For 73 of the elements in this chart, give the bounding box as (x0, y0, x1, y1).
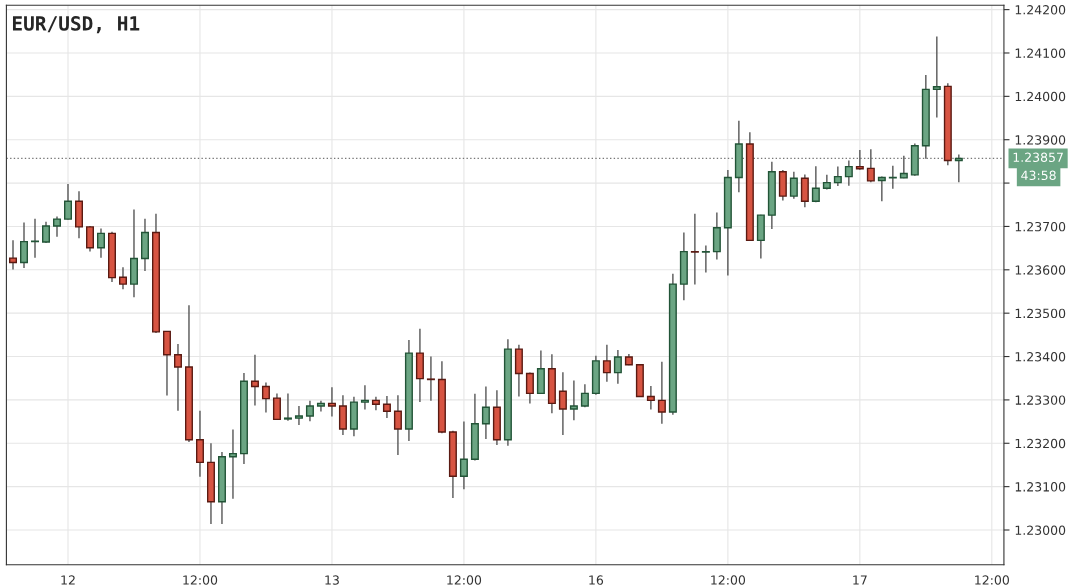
text: 43:58 (1021, 170, 1056, 181)
candlestick (646, 385, 655, 411)
candlestick (250, 354, 259, 407)
candlestick (657, 361, 666, 425)
candlestick (261, 381, 270, 414)
candlestick (53, 215, 61, 238)
y-tick-label: 1.23400 (1015, 352, 1066, 362)
candlestick (305, 400, 314, 422)
y-tick-label: 1.23700 (1015, 221, 1066, 232)
y-tick-label: 1.23600 (1015, 265, 1066, 275)
candlestick (481, 385, 490, 440)
candlestick (459, 420, 468, 490)
candlestick (844, 159, 853, 187)
y-tick-label: 1.24200 (1015, 5, 1066, 15)
chart-title: EUR/USD, H1 (12, 16, 140, 34)
candlestick (899, 155, 908, 180)
candlestick (195, 410, 204, 478)
y-tick-label: 1.23000 (1015, 525, 1066, 535)
candlestick (602, 344, 611, 383)
candlestick (20, 221, 28, 269)
candlestick (855, 149, 864, 171)
candlestick (42, 220, 50, 244)
candlestick (173, 343, 182, 412)
y-tick-label: 1.23500 (1015, 308, 1066, 319)
ref-line-label: 1.23857 (1013, 152, 1063, 162)
y-tick-label: 1.23300 (1015, 395, 1066, 405)
x-tick-label: 12:00 (183, 575, 218, 585)
candlestick (360, 384, 369, 411)
candlestick (118, 266, 127, 291)
candlestick (712, 211, 721, 261)
candlestick (338, 394, 347, 436)
y-tick-label: 1.23200 (1015, 438, 1066, 449)
candlestick (866, 148, 875, 183)
candlestick (162, 330, 171, 397)
candlestick (294, 405, 303, 426)
candlestick (877, 175, 886, 202)
candlestick (932, 35, 941, 119)
y-tick-label: 1.23100 (1015, 482, 1066, 492)
candlestick (272, 392, 281, 421)
x-tick-label: 16 (589, 575, 604, 585)
x-tick-label: 13 (325, 575, 339, 585)
y-tick-label: 1.24000 (1015, 91, 1066, 102)
candlestick (833, 165, 842, 187)
x-tick-label: 12:00 (975, 575, 1009, 585)
candlestick (701, 244, 710, 274)
candlestick (64, 183, 72, 221)
candlestick (525, 371, 534, 405)
candlestick (316, 400, 325, 413)
candlestick (800, 173, 809, 209)
candlestick (228, 428, 237, 500)
candlestick (789, 171, 798, 200)
candlestick (558, 371, 567, 436)
candlestick (31, 217, 39, 259)
x-tick-label: 17 (853, 575, 867, 585)
candlestick (96, 227, 105, 259)
x-tick-label: 12:00 (711, 575, 746, 585)
candlestick (811, 165, 820, 203)
candlestick (327, 386, 336, 418)
candlestick (9, 239, 18, 271)
candlestick (283, 392, 292, 422)
y-tick-label: 1.23900 (1015, 135, 1066, 145)
candlestick (393, 394, 402, 456)
candlestick (690, 213, 699, 286)
x-tick-label: 12 (61, 575, 75, 585)
candlestick (426, 355, 435, 402)
candlestick (85, 225, 94, 253)
candlestick (954, 153, 963, 183)
candlestick (613, 349, 622, 385)
candlestick (888, 165, 897, 190)
candlestick (569, 379, 578, 421)
y-tick-label: 1.24100 (1015, 48, 1066, 58)
x-tick-label: 12:00 (447, 575, 482, 585)
candlestick (382, 395, 391, 419)
